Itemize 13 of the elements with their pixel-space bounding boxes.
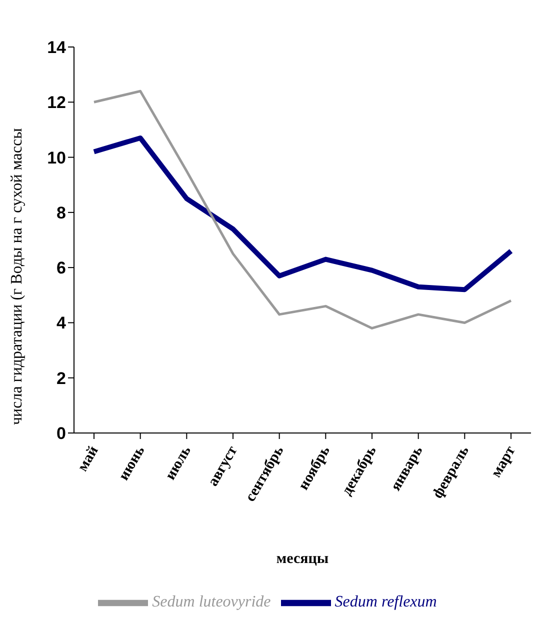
y-tick-label: 8 (56, 203, 66, 222)
y-tick-label: 10 (47, 148, 66, 168)
y-tick-label: 14 (47, 38, 67, 58)
y-axis-title: числа гидратации (г Воды на г сухой массы (8, 128, 26, 425)
y-tick-label: 6 (56, 258, 66, 278)
line-series (92, 90, 512, 330)
x-axis-title: месяцы (276, 551, 329, 567)
y-tick-label: 12 (47, 93, 66, 112)
y-tick-label: 2 (56, 368, 66, 388)
legend-label: Sedum reflexum (334, 594, 437, 611)
y-tick-label: 0 (56, 424, 66, 444)
y-tick-label: 4 (56, 314, 67, 333)
legend-label: Sedum luteovyride (152, 594, 271, 611)
